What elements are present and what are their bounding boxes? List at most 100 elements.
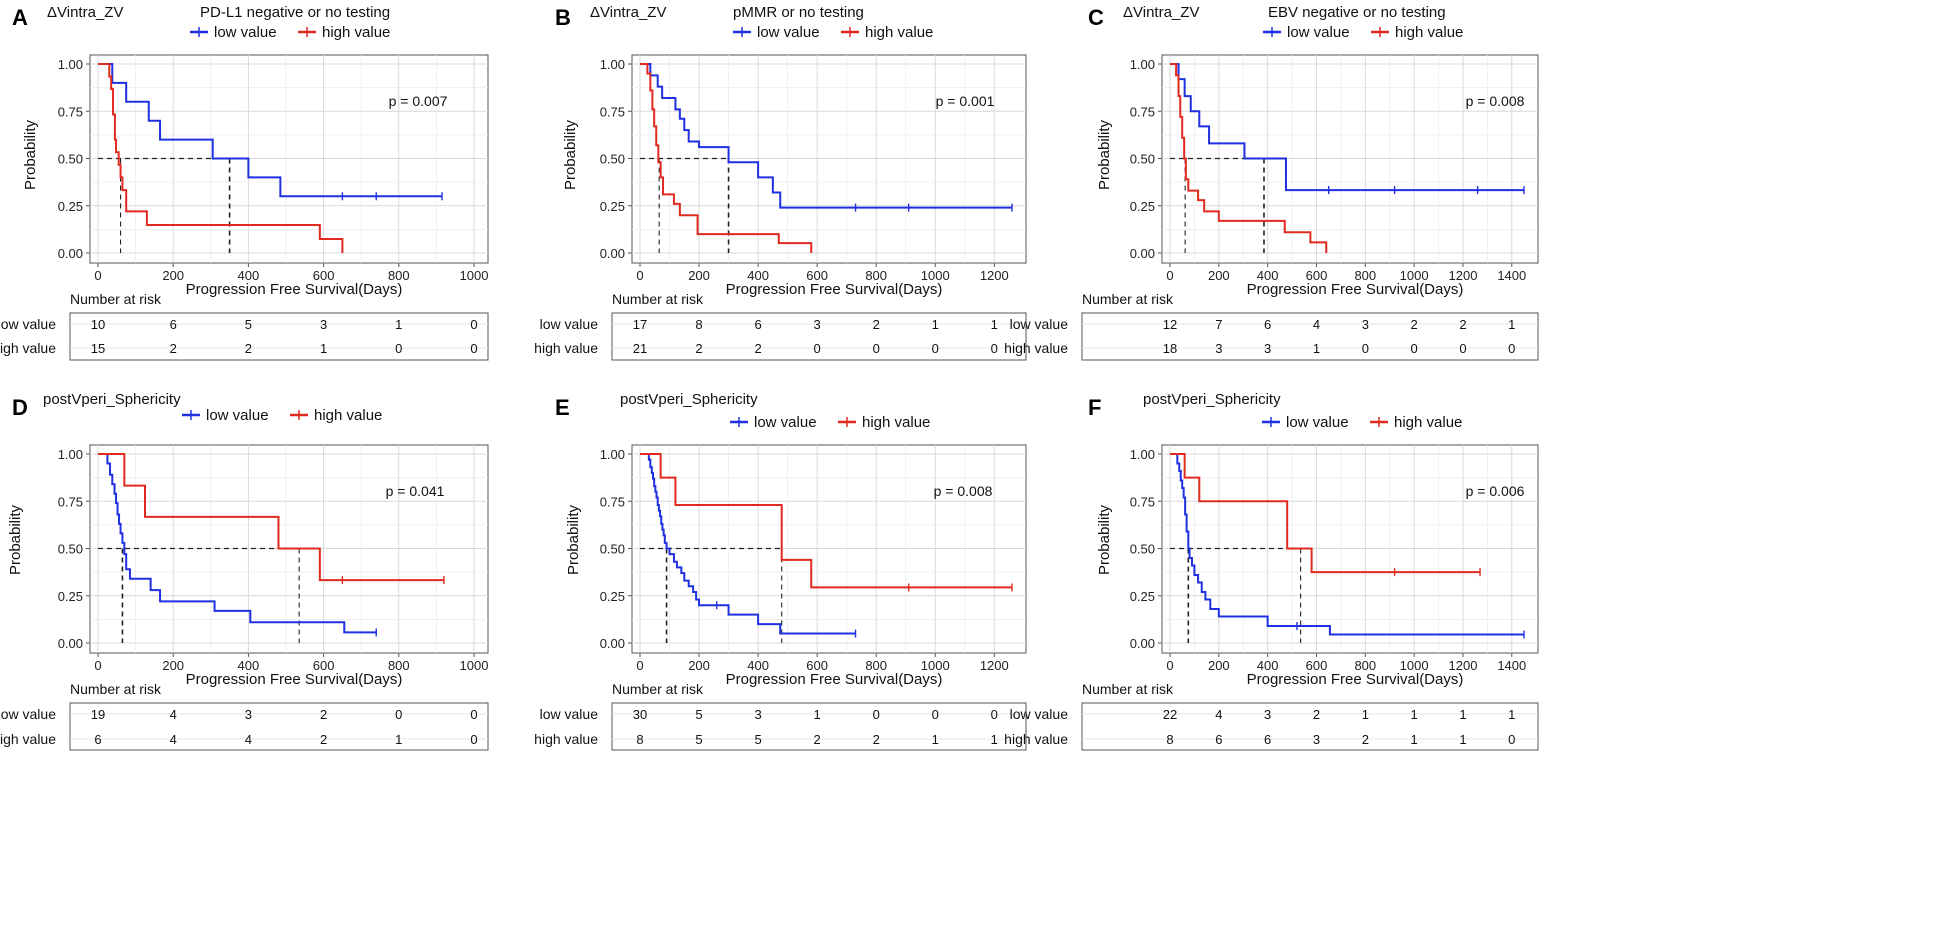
x-tick-label: 0 (94, 268, 101, 283)
x-tick-label: 1200 (980, 268, 1009, 283)
risk-count: 0 (814, 341, 821, 356)
panel-label: B (555, 5, 571, 30)
p-value: p = 0.041 (386, 483, 445, 499)
chart-title: pMMR or no testing (733, 4, 864, 21)
risk-count: 2 (1313, 707, 1320, 722)
risk-count: 1 (1362, 707, 1369, 722)
p-value: p = 0.001 (936, 93, 995, 109)
risk-count: 0 (395, 341, 402, 356)
survival-curve (640, 63, 1012, 209)
risk-count: 4 (1215, 707, 1222, 722)
risk-count: 1 (1459, 732, 1466, 747)
x-tick-label: 1000 (921, 268, 950, 283)
y-tick-label: 0.50 (1130, 542, 1155, 557)
risk-count: 2 (754, 341, 761, 356)
risk-table-title: Number at risk (612, 291, 704, 307)
panel-label: F (1088, 395, 1101, 420)
curve-low-value (1170, 63, 1525, 195)
risk-count: 8 (636, 732, 643, 747)
risk-count: 2 (873, 732, 880, 747)
risk-count: 0 (932, 341, 939, 356)
y-tick-label: 0.00 (1130, 246, 1155, 261)
x-tick-label: 800 (1354, 268, 1376, 283)
risk-count: 8 (695, 317, 702, 332)
median-lines (1170, 547, 1302, 643)
risk-count: 1 (991, 317, 998, 332)
legend-label-high: high value (1394, 414, 1462, 431)
y-tick-label: 0.50 (1130, 152, 1155, 167)
risk-count: 1 (395, 317, 402, 332)
risk-count: 0 (1508, 341, 1515, 356)
y-tick-label: 1.00 (1130, 447, 1155, 462)
risk-count: 30 (633, 707, 647, 722)
risk-count: 2 (873, 317, 880, 332)
risk-count: 1 (395, 732, 402, 747)
x-tick-label: 1200 (1449, 268, 1478, 283)
curve-low-value (640, 63, 1013, 212)
y-tick-label: 1.00 (1130, 57, 1155, 72)
panel-label: E (555, 395, 570, 420)
legend-label-low: low value (754, 414, 817, 431)
y-tick-label: 0.00 (600, 246, 625, 261)
risk-row-label-low: low value (540, 706, 599, 722)
median-lines (98, 157, 231, 253)
y-axis-label: Probability (562, 119, 579, 190)
curve-high-value (640, 63, 813, 253)
risk-count: 2 (695, 341, 702, 356)
y-tick-label: 0.00 (58, 636, 83, 651)
risk-count: 0 (470, 707, 477, 722)
variable-label: postVperi_Sphericity (1143, 391, 1281, 408)
y-axis-label: Probability (7, 504, 24, 575)
risk-count: 0 (470, 341, 477, 356)
x-tick-label: 0 (636, 268, 643, 283)
risk-count: 0 (470, 317, 477, 332)
y-axis-label: Probability (565, 504, 582, 575)
risk-count: 0 (1459, 341, 1466, 356)
risk-row-label-high: high value (534, 340, 598, 356)
legend: low value high value (190, 24, 390, 41)
x-axis-label: Progression Free Survival(Days) (726, 671, 943, 688)
x-tick-label: 200 (688, 268, 710, 283)
x-axis-label: Progression Free Survival(Days) (186, 671, 403, 688)
risk-count: 7 (1215, 317, 1222, 332)
risk-count: 1 (932, 317, 939, 332)
legend-label-low: low value (206, 407, 269, 424)
legend: low value high value (182, 407, 382, 424)
x-tick-label: 600 (313, 268, 335, 283)
x-tick-label: 200 (1208, 658, 1230, 673)
risk-table-box (611, 702, 1027, 751)
risk-row-label-high: high value (0, 340, 56, 356)
risk-count: 3 (1313, 732, 1320, 747)
y-tick-label: 0.75 (600, 494, 625, 509)
x-tick-label: 800 (865, 658, 887, 673)
risk-count: 17 (633, 317, 647, 332)
x-tick-label: 400 (1257, 658, 1279, 673)
x-tick-label: 200 (688, 658, 710, 673)
y-tick-label: 1.00 (600, 447, 625, 462)
y-tick-label: 0.50 (58, 542, 83, 557)
risk-table: Number at risk low value 22 4 3 2 1 1 1 1 high val… (1004, 681, 1539, 751)
survival-curve (1170, 453, 1524, 636)
risk-count: 0 (1508, 732, 1515, 747)
x-tick-label: 600 (1306, 658, 1328, 673)
y-tick-label: 1.00 (58, 57, 83, 72)
risk-count: 2 (170, 341, 177, 356)
risk-count: 4 (1313, 317, 1320, 332)
curve-high-value (98, 63, 344, 253)
risk-count: 1 (991, 732, 998, 747)
risk-count: 0 (932, 707, 939, 722)
risk-table-box (69, 702, 489, 751)
panel-label: D (12, 395, 28, 420)
km-panel-A: A ΔVintra_ZV PD-L1 negative or no testing l… (0, 4, 489, 361)
survival-curve (1170, 453, 1481, 574)
legend-label-high: high value (314, 407, 382, 424)
x-tick-label: 800 (865, 268, 887, 283)
x-tick-label: 800 (1354, 658, 1376, 673)
x-tick-label: 0 (1166, 268, 1173, 283)
risk-row-label-low: low value (0, 706, 56, 722)
y-tick-label: 0.50 (600, 152, 625, 167)
